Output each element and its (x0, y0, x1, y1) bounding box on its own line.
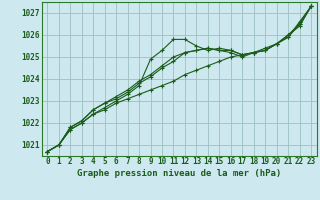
X-axis label: Graphe pression niveau de la mer (hPa): Graphe pression niveau de la mer (hPa) (77, 169, 281, 178)
